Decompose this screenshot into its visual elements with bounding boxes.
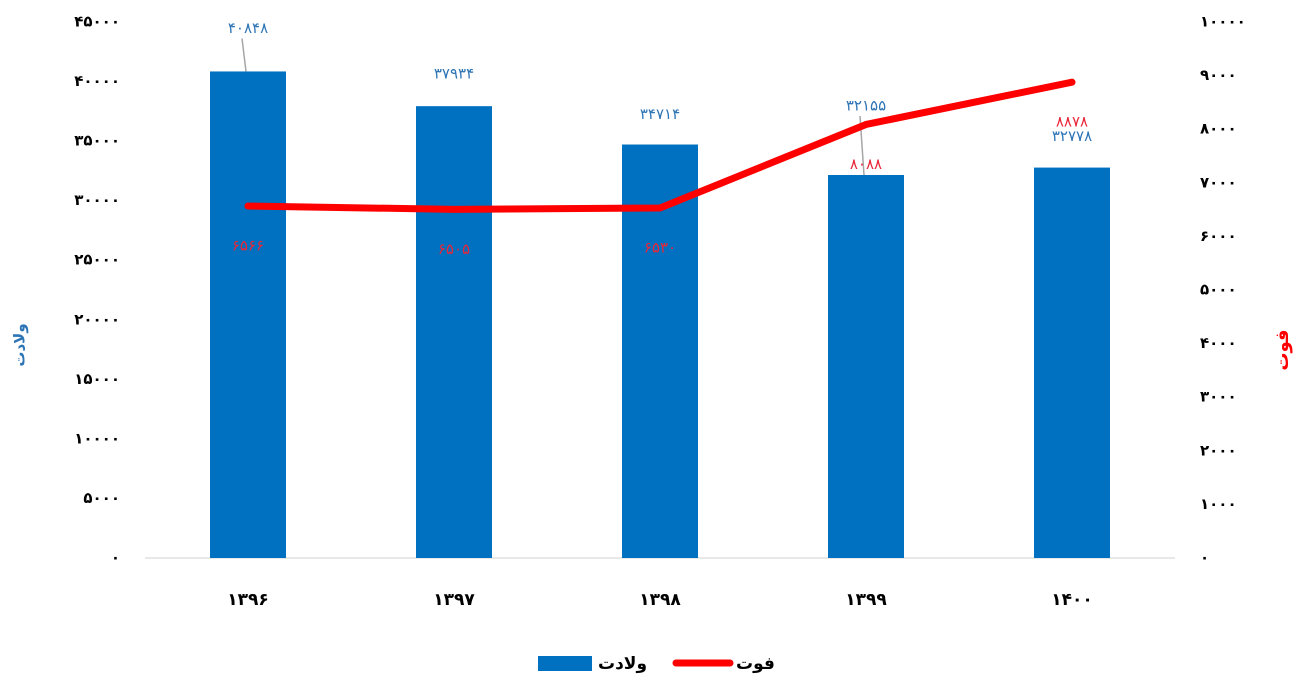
y-tick-label: ۲۰۰۰۰ [74, 310, 120, 328]
x-tick-label: ۱۴۰۰ [1051, 590, 1093, 610]
bar-value-label: ۴۰۸۴۸ [228, 19, 268, 37]
y-tick-label: ۵۰۰۰ [83, 489, 120, 507]
y2-tick-label: ۶۰۰۰ [1200, 227, 1237, 245]
bar [828, 174, 904, 558]
y2-tick-label: ۱۰۰۰۰ [1200, 13, 1246, 31]
y2-tick-label: ۳۰۰۰ [1200, 388, 1237, 406]
line-value-label: ۶۵۶۶ [232, 237, 264, 255]
y-tick-label: ۳۵۰۰۰ [74, 132, 120, 150]
bar [416, 106, 492, 558]
y-tick-label: ۱۵۰۰۰ [74, 370, 120, 388]
bar-value-label: ۳۲۷۷۸ [1052, 127, 1092, 145]
y-tick-label: ۳۰۰۰۰ [74, 191, 120, 209]
y2-tick-label: ۰ [1200, 549, 1209, 567]
bar-value-label: ۳۴۷۱۴ [640, 105, 680, 123]
legend-label: فوت [736, 654, 775, 674]
y-tick-label: ۱۰۰۰۰ [74, 429, 120, 447]
y2-tick-label: ۷۰۰۰ [1200, 173, 1237, 191]
bar [210, 71, 286, 559]
bar-value-label: ۳۲۱۵۵ [846, 96, 886, 114]
y-tick-label: ۲۵۰۰۰ [74, 251, 120, 269]
y2-tick-label: ۹۰۰۰ [1200, 66, 1237, 84]
line [244, 78, 1076, 213]
line-value-label: ۸۸۷۸ [1056, 113, 1088, 131]
bar [1034, 167, 1110, 558]
y2-tick-label: ۴۰۰۰ [1200, 334, 1237, 352]
x-tick-label: ۱۳۹۶ [227, 590, 269, 610]
y-tick-label: ۴۰۰۰۰ [74, 72, 120, 90]
y2-axis-title: فوت [1272, 329, 1293, 370]
line-value-label: ۸۰۸۸ [850, 155, 882, 173]
leader-line [241, 38, 247, 72]
y2-tick-label: ۸۰۰۰ [1200, 120, 1237, 138]
line-value-label: ۶۵۰۵ [438, 240, 470, 258]
line-value-label: ۶۵۳۰ [644, 238, 676, 256]
y2-tick-label: ۲۰۰۰ [1200, 441, 1237, 459]
legend-label: ولادت [598, 654, 647, 674]
x-tick-label: ۱۳۹۸ [639, 590, 681, 610]
y-tick-label: ۰ [111, 549, 120, 567]
x-tick-label: ۱۳۹۹ [845, 590, 887, 610]
x-tick-label: ۱۳۹۷ [433, 590, 475, 610]
legend-swatch [538, 656, 592, 671]
bar-value-label: ۳۷۹۳۴ [434, 65, 474, 83]
y-tick-label: ۴۵۰۰۰ [74, 13, 120, 31]
y-axis-title: ولادت [11, 323, 29, 366]
y2-tick-label: ۵۰۰۰ [1200, 281, 1237, 299]
bar [622, 144, 698, 558]
y2-tick-label: ۱۰۰۰ [1200, 495, 1237, 513]
